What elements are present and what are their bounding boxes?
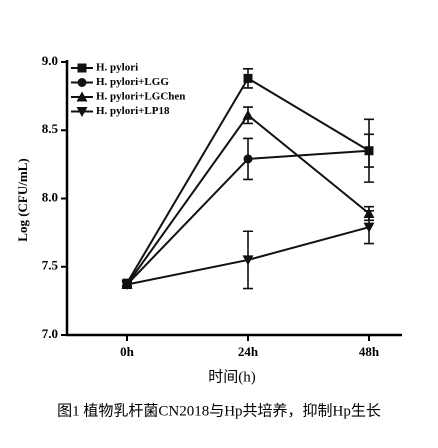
marker [363, 222, 375, 233]
legend-label: H. pylori+LGChen [96, 91, 185, 103]
caption: 图1 植物乳杆菌CN2018与Hp共培养，抑制Hp生长 [57, 402, 381, 419]
y-tick-label: 9.0 [42, 53, 58, 68]
marker [243, 154, 253, 164]
marker [364, 146, 374, 156]
marker [77, 78, 87, 87]
y-tick-label: 7.0 [42, 326, 58, 341]
x-tick-label: 24h [238, 344, 259, 359]
y-tick-label: 7.5 [42, 258, 59, 273]
legend-label: H. pylori+LGG [96, 76, 169, 88]
x-axis-label: 时间(h) [208, 368, 256, 385]
y-axis-label: Log (CFU/mL) [15, 158, 30, 241]
marker [76, 107, 88, 117]
marker [77, 63, 87, 73]
y-tick-label: 8.5 [42, 121, 59, 136]
marker [121, 279, 133, 290]
marker [243, 73, 253, 83]
marker [242, 109, 254, 120]
marker [76, 91, 88, 102]
legend-label: H. pylori [96, 62, 138, 74]
x-tick-label: 0h [120, 344, 135, 359]
marker [242, 255, 254, 266]
y-tick-label: 8.0 [42, 189, 58, 204]
legend-label: H. pylori+LP18 [96, 105, 170, 117]
x-tick-label: 48h [359, 344, 380, 359]
